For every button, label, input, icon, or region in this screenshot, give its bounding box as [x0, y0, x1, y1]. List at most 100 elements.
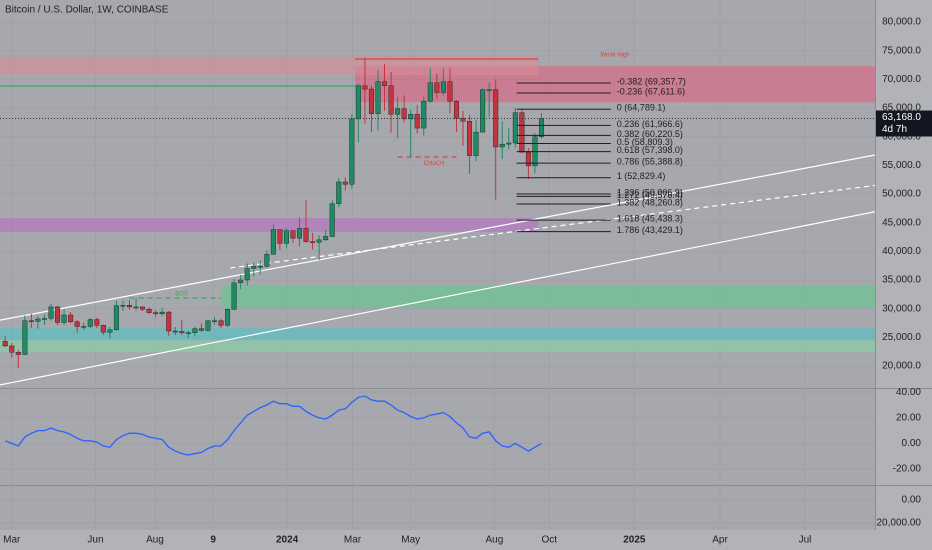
candle-body: [506, 142, 512, 145]
candle-body: [460, 118, 466, 122]
candle-body: [395, 108, 401, 115]
y-tick-label: 40,000.0: [882, 246, 921, 257]
zone: [0, 218, 539, 232]
candle-body: [146, 309, 152, 313]
trend-line: [0, 154, 876, 321]
candle-body: [486, 89, 492, 91]
y-tick-label: -20.00: [893, 464, 922, 475]
x-tick-label: 2024: [276, 535, 299, 546]
price-tag-label: 63,168.0: [882, 112, 921, 123]
candle-body: [159, 311, 165, 315]
annotation: Weak High: [600, 52, 629, 58]
candle-body: [74, 321, 80, 327]
y-tick-label: 70,000.0: [882, 74, 921, 85]
candle-body: [172, 330, 178, 333]
candle-body: [342, 181, 348, 185]
y-tick-label: 75,000.0: [882, 45, 921, 56]
candle-body: [251, 266, 257, 269]
candle-body: [323, 236, 329, 241]
candle-body: [382, 81, 388, 86]
y-tick-label: 0.00: [902, 495, 922, 506]
candle-body: [41, 318, 47, 320]
candle-body: [473, 131, 479, 156]
candle-body: [368, 88, 374, 114]
time-axis-background: [0, 530, 932, 550]
candle-body: [113, 305, 119, 331]
zone: [0, 328, 875, 341]
annotation: CHoCH: [424, 161, 445, 167]
candle-body: [179, 331, 185, 333]
candle-body: [375, 81, 381, 114]
candle-body: [538, 118, 544, 137]
candle-body: [185, 332, 191, 334]
candle-body: [316, 239, 322, 243]
candle-body: [499, 143, 505, 148]
candle-body: [434, 82, 440, 93]
candle-body: [349, 118, 355, 185]
y-tick-label: 80,000.0: [882, 17, 921, 28]
candle-body: [421, 100, 427, 129]
candle-body: [283, 230, 289, 244]
fib-label: 0.786 (55,388.8): [617, 156, 683, 166]
y-tick-label: 50,000.0: [882, 189, 921, 200]
x-tick-label: Mar: [3, 535, 21, 546]
y-tick-label: 0.00: [902, 438, 922, 449]
price-tag: [876, 110, 932, 137]
candle-body: [15, 352, 21, 355]
candle-body: [519, 112, 525, 153]
y-tick-label: 20.00: [896, 412, 921, 423]
candle-body: [440, 81, 446, 93]
zone: [0, 340, 875, 353]
x-tick-label: Aug: [485, 535, 503, 546]
price-axis-background: [875, 0, 932, 550]
candle-body: [414, 114, 420, 129]
candle-body: [408, 114, 414, 120]
x-tick-label: Mar: [344, 535, 362, 546]
candle-body: [231, 282, 237, 310]
candle-body: [81, 326, 87, 328]
trend-line: [0, 211, 876, 386]
candle-body: [166, 311, 172, 332]
trend-line: [230, 184, 876, 269]
fib-label: 1 (52,829.4): [617, 171, 666, 181]
y-tick-label: 65,000.0: [882, 103, 921, 114]
candle-body: [453, 100, 459, 119]
fib-label: 0 (64,789.1): [617, 103, 666, 113]
candle-body: [48, 306, 54, 319]
fib-label: 0.618 (57,398.0): [617, 145, 683, 155]
y-tick-label: 40.00: [896, 387, 921, 398]
y-tick-label: 20,000.0: [882, 361, 921, 372]
candle-body: [192, 328, 198, 333]
y-tick-label: 45,000.0: [882, 217, 921, 228]
candle-body: [133, 306, 139, 309]
candle-body: [264, 253, 270, 267]
candle-body: [401, 108, 407, 120]
candle-body: [140, 306, 146, 310]
candle-body: [355, 85, 361, 120]
candle-body: [28, 320, 34, 322]
fib-label: 0.236 (61,966.6): [617, 119, 683, 129]
candle-body: [61, 314, 67, 323]
candle-body: [362, 85, 368, 90]
fib-label: -0.382 (69,357.7): [617, 76, 686, 86]
candle-body: [22, 320, 28, 355]
x-tick-label: Apr: [712, 535, 728, 546]
y-tick-label: 55,000.0: [882, 160, 921, 171]
candle-body: [238, 279, 244, 284]
candle-body: [218, 320, 224, 326]
fib-label: 0.5 (58,809.3): [617, 137, 673, 147]
fib-label: -0.236 (67,611.6): [617, 86, 685, 96]
x-tick-label: Jun: [87, 535, 103, 546]
candle-body: [388, 85, 394, 115]
y-tick-label: 60,000.0: [882, 131, 921, 142]
candle-body: [68, 314, 74, 323]
x-tick-label: 9: [210, 535, 216, 546]
candle-body: [270, 229, 276, 255]
candle-body: [244, 268, 250, 281]
y-tick-label: 35,000.0: [882, 275, 921, 286]
candle-body: [447, 81, 453, 102]
x-tick-label: Aug: [146, 535, 164, 546]
oscillator-line: [4, 395, 542, 456]
fib-label: 1.236 (50,006.9): [617, 187, 683, 197]
candle-body: [120, 305, 126, 307]
